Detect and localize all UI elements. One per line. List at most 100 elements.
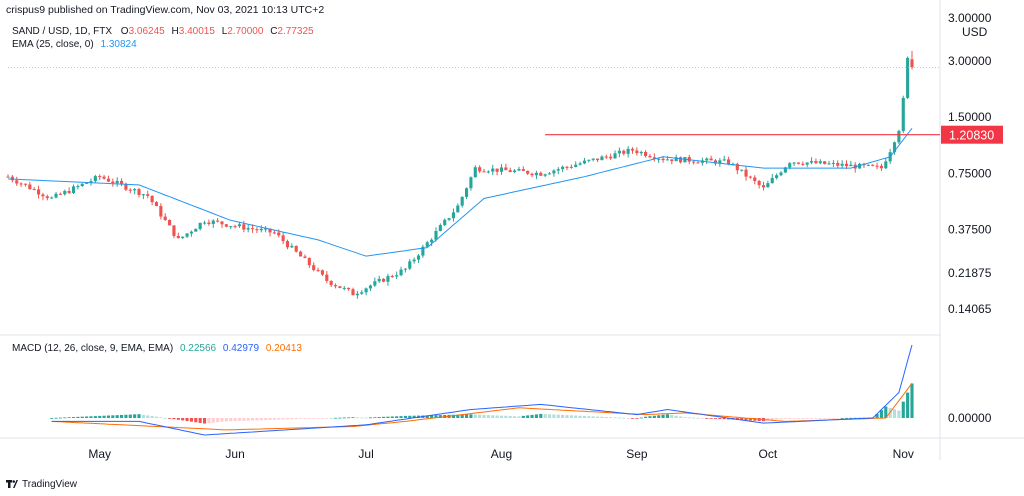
price-unit-label: USD	[962, 25, 988, 39]
macd-histogram-bar	[792, 418, 796, 419]
candle-body	[678, 157, 683, 163]
candle-body	[45, 196, 49, 199]
candle	[303, 254, 307, 259]
candle-body	[338, 286, 342, 289]
macd-histogram-bar	[54, 417, 58, 419]
symbol-name[interactable]: SAND / USD, 1D, FTX	[12, 26, 113, 37]
macd-histogram-bar	[687, 417, 691, 419]
macd-histogram-bar	[831, 418, 835, 419]
candle-body	[827, 163, 831, 165]
candle-body	[547, 173, 552, 175]
candle-body	[259, 228, 263, 231]
price-tick-label: 3.00000	[948, 54, 992, 68]
candle	[307, 257, 311, 268]
ema-legend: EMA (25, close, 0) 1.30824	[12, 39, 137, 50]
macd-histogram-bar	[526, 415, 530, 418]
candle-body	[106, 178, 111, 182]
candle	[622, 149, 626, 156]
candle-body	[630, 148, 635, 151]
candle-body	[718, 160, 722, 164]
candle-body	[216, 220, 220, 222]
candle	[264, 226, 268, 233]
macd-histogram-bar	[805, 418, 809, 419]
macd-histogram-bar	[748, 418, 752, 421]
candle-body	[198, 222, 202, 229]
candle-body	[779, 172, 783, 176]
candle	[237, 222, 242, 228]
candle-body	[844, 163, 849, 167]
candle-body	[98, 176, 102, 178]
macd-histogram-bar	[508, 416, 512, 418]
candle	[617, 147, 621, 158]
macd-histogram-bar	[71, 417, 76, 418]
candle	[364, 287, 368, 296]
candle-body	[639, 151, 643, 154]
candle	[460, 196, 464, 208]
candle	[718, 157, 722, 167]
macd-histogram-bar	[290, 418, 294, 420]
footer-brand: TradingView	[6, 478, 77, 490]
candle-body	[849, 164, 853, 167]
candle-body	[382, 278, 386, 282]
macd-histogram-bar	[264, 418, 268, 421]
candle	[37, 185, 41, 199]
candle	[443, 218, 447, 227]
candle-body	[32, 189, 36, 191]
candle-body	[530, 173, 534, 176]
candle	[45, 194, 49, 201]
candle-body	[28, 184, 32, 190]
ema-label[interactable]: EMA (25, close, 0)	[12, 39, 94, 50]
current-price-badge	[941, 125, 1003, 144]
price-tick-label: 0.21875	[948, 266, 992, 280]
macd-histogram-bar	[604, 416, 608, 418]
footer-brand-text[interactable]: TradingView	[22, 478, 78, 490]
candle-body	[809, 161, 814, 163]
macd-histogram-bar	[325, 418, 329, 419]
candle-body	[901, 97, 905, 131]
macd-histogram-bar	[412, 415, 416, 418]
macd-histogram-bar	[137, 414, 141, 418]
candle-body	[753, 177, 757, 181]
price-tick-label: 0.37500	[948, 223, 992, 237]
candle-body	[823, 161, 827, 165]
macd-histogram-bar	[272, 418, 276, 420]
macd-label[interactable]: MACD (12, 26, close, 9, EMA, EMA)	[12, 343, 174, 354]
candle-body	[521, 169, 525, 171]
candle	[639, 150, 643, 156]
candle-body	[19, 183, 23, 185]
macd-histogram-bar	[836, 418, 840, 419]
candle	[761, 181, 766, 191]
candle-body	[50, 197, 54, 199]
macd-histogram-bar	[670, 414, 674, 418]
candle-body	[224, 224, 228, 227]
macd-histogram-bar	[211, 418, 215, 423]
candle	[412, 257, 416, 264]
macd-histogram-bar	[609, 417, 613, 418]
candle-body	[499, 167, 504, 172]
macd-histogram-bar	[491, 415, 495, 418]
macd-histogram-bar	[333, 417, 338, 419]
candle-body	[15, 180, 19, 184]
time-axis-label: Sep	[626, 447, 648, 461]
candle	[766, 180, 770, 188]
candle	[823, 161, 827, 165]
candle	[259, 225, 263, 233]
candle-body	[596, 158, 600, 161]
candle	[360, 290, 364, 295]
macd-histogram-bar	[591, 416, 595, 418]
macd-histogram-bar	[674, 415, 678, 418]
macd-layer	[50, 344, 914, 436]
candle-body	[875, 165, 879, 167]
candle	[770, 174, 774, 184]
macd-histogram-bar	[788, 418, 792, 419]
candle	[355, 290, 359, 299]
candle	[390, 274, 394, 278]
candle	[499, 164, 504, 175]
macd-histogram-bar	[168, 418, 172, 419]
macd-histogram-bar	[482, 414, 486, 418]
candle	[709, 155, 713, 161]
candle-body	[233, 226, 237, 228]
candle	[285, 239, 290, 250]
candle	[744, 166, 748, 181]
